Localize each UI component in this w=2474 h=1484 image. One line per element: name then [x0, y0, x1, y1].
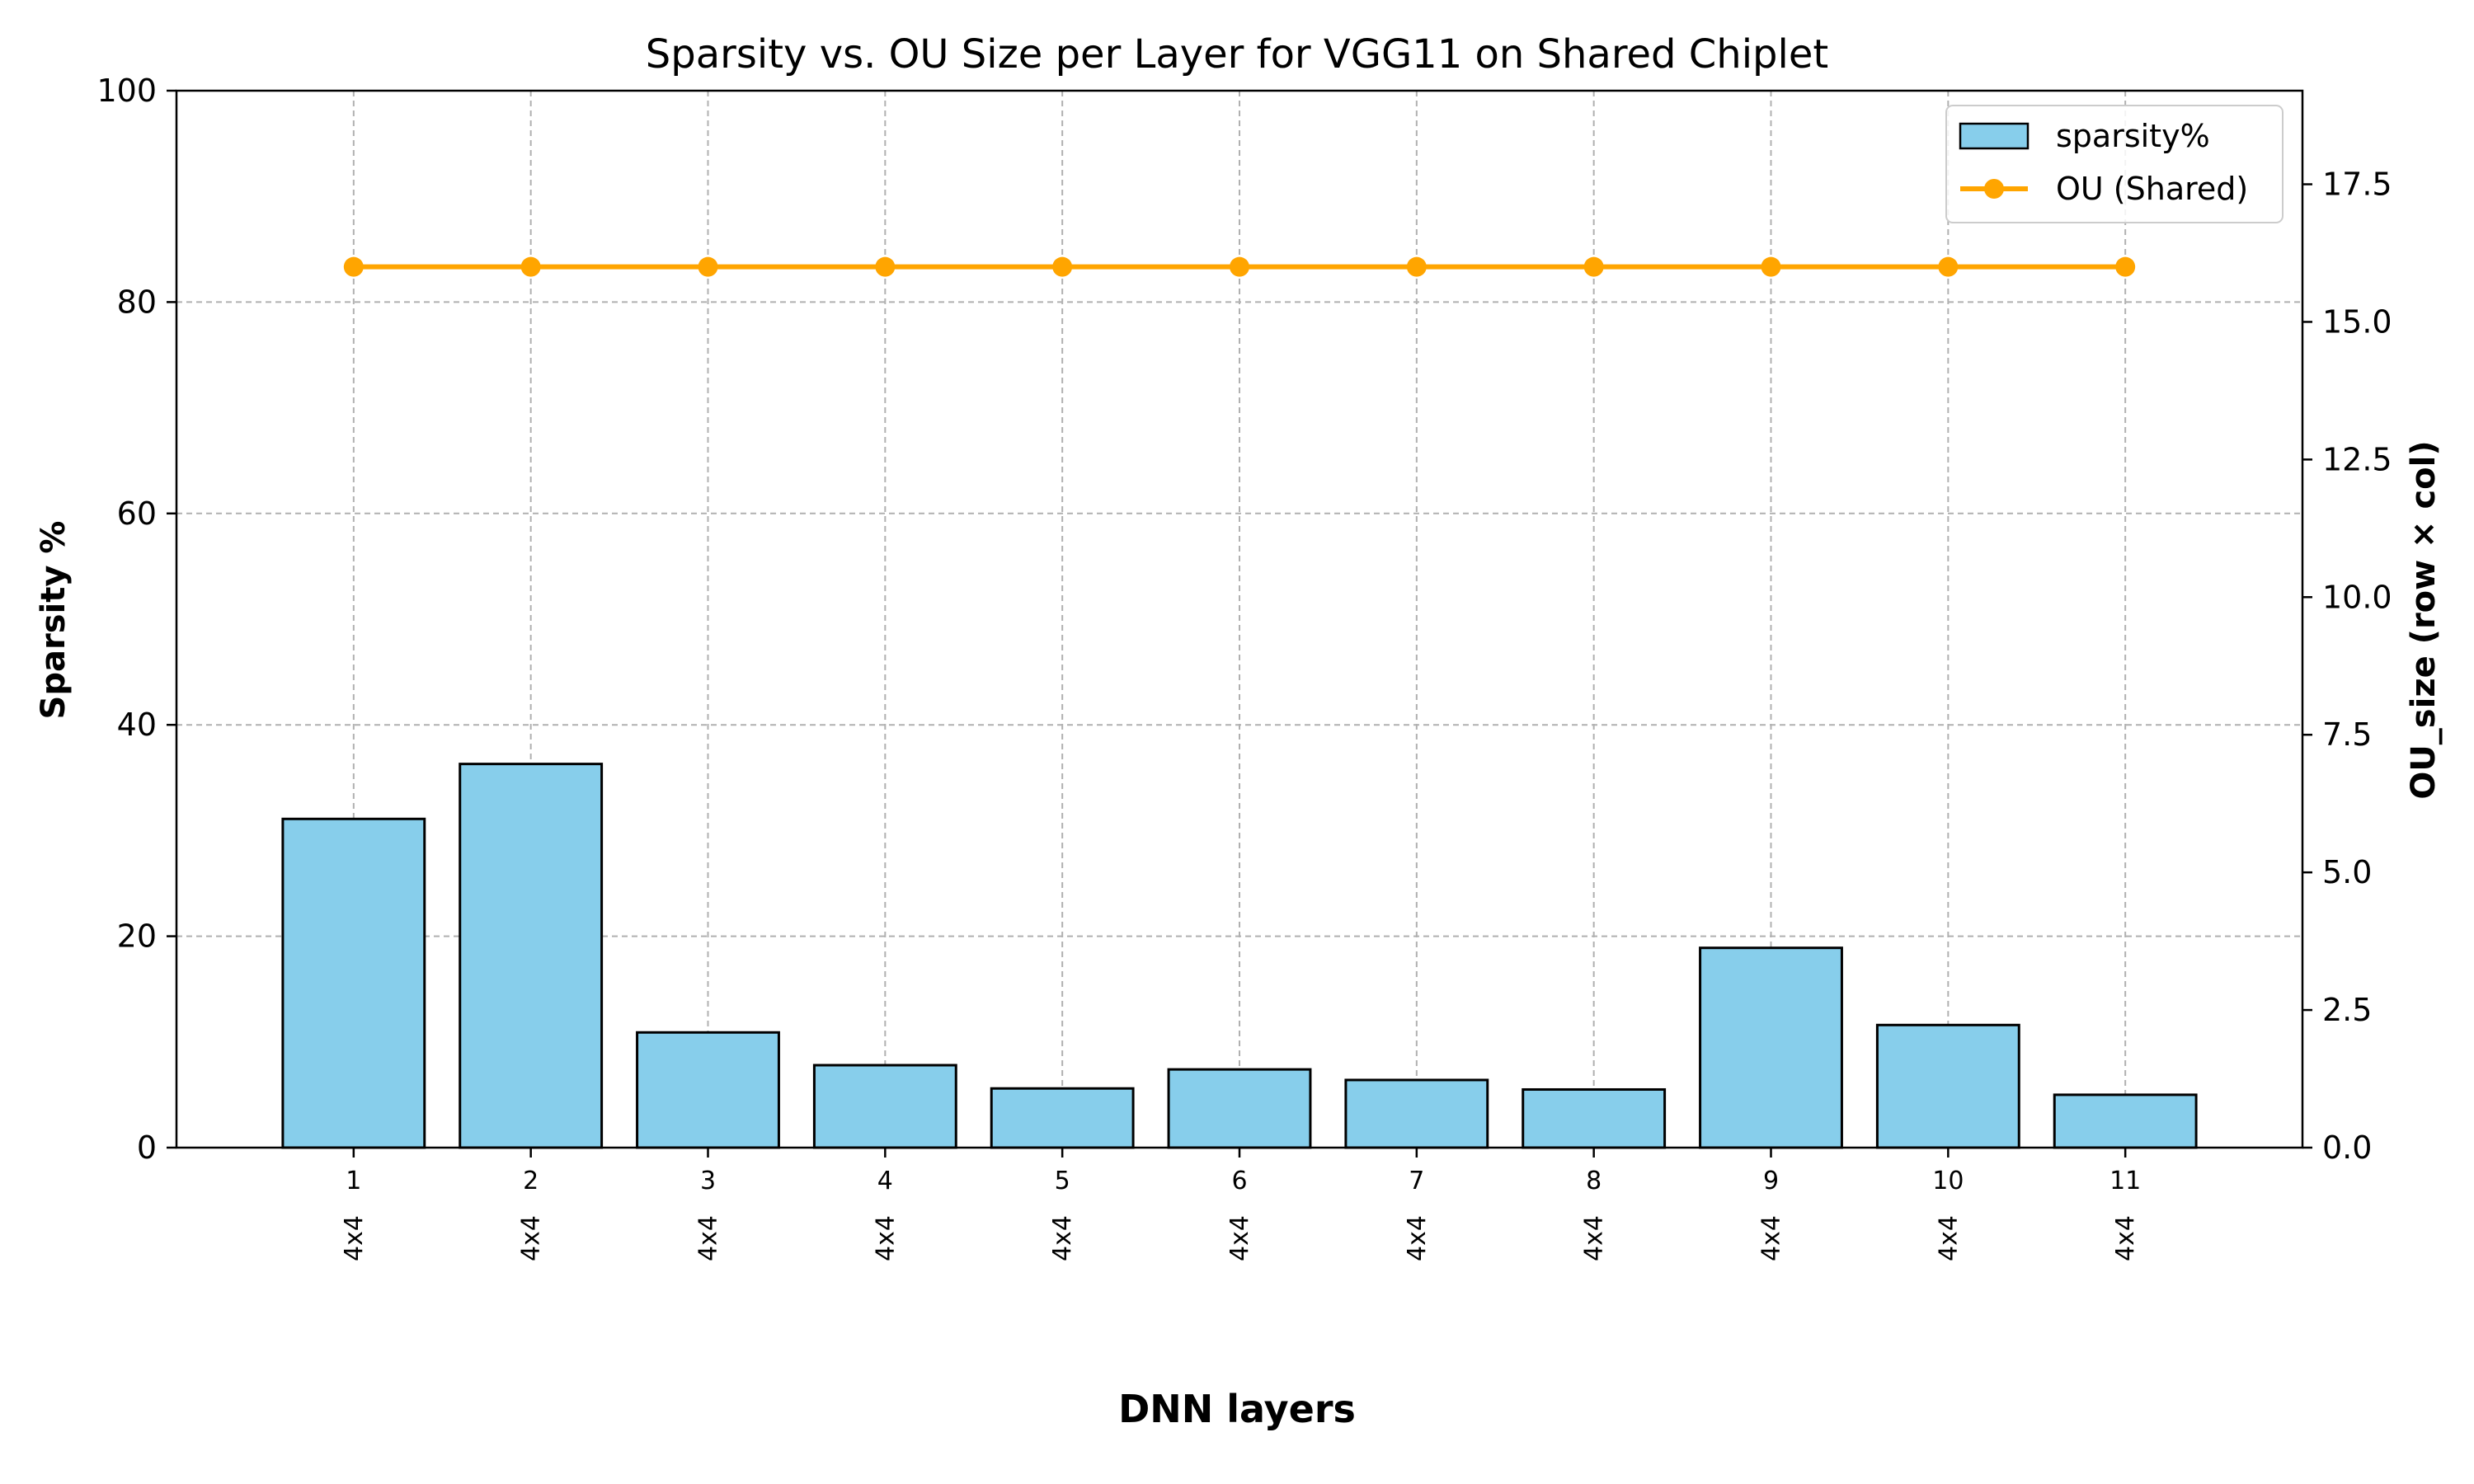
x-tick-label: 4: [877, 1167, 893, 1195]
x-tick-label: 5: [1055, 1167, 1070, 1195]
bar-layer-5: [990, 1087, 1135, 1149]
bar-layer-7: [1344, 1078, 1489, 1149]
ou-point-9: [1761, 256, 1781, 277]
x-tick-label: 1: [346, 1167, 361, 1195]
bar-layer-3: [636, 1031, 780, 1149]
y-axis-title: Sparsity %: [35, 521, 73, 720]
ou-size-label: 4x4: [1757, 1215, 1786, 1261]
chart-title: Sparsity vs. OU Size per Layer for VGG11…: [646, 31, 1828, 77]
y2-tick-label: 10.0: [2322, 579, 2392, 615]
ou-size-label: 4x4: [1225, 1215, 1254, 1261]
ou-size-label: 4x4: [517, 1215, 546, 1261]
bar-layer-8: [1522, 1087, 1667, 1149]
y2-tick-label: 12.5: [2322, 441, 2392, 477]
x-tick-label: 2: [523, 1167, 539, 1195]
y2-tick-label: 0.0: [2322, 1129, 2372, 1166]
legend: sparsity% OU (Shared): [1945, 105, 2284, 223]
x-tick-label: 6: [1231, 1167, 1247, 1195]
ou-size-label: 4x4: [871, 1215, 900, 1261]
ou-point-3: [698, 256, 718, 277]
x-tick-label: 7: [1409, 1167, 1424, 1195]
tick-labels: 0 20 40 60 80 100 0.0 2.5 5.0 7.5 10.0 12.5 15.0 17.5…: [96, 73, 2392, 1261]
y2-tick-label: 2.5: [2322, 992, 2372, 1028]
ou-point-8: [1583, 256, 1604, 277]
y-tick-label: 20: [117, 918, 157, 955]
bar-layer-1: [281, 817, 426, 1149]
ou-line-series: [343, 256, 2136, 277]
ou-point-6: [1230, 256, 1249, 277]
y-tick-label: 80: [117, 284, 157, 320]
bar-layer-10: [1875, 1023, 2020, 1149]
ou-size-label: 4x4: [1403, 1215, 1432, 1261]
legend-frame: [1945, 105, 2284, 223]
x-tick-label: 10: [1932, 1167, 1964, 1195]
y-tick-label: 0: [137, 1129, 157, 1166]
x-tick-label: 11: [2109, 1167, 2141, 1195]
bar-layer-4: [812, 1064, 957, 1149]
ou-point-5: [1052, 256, 1073, 277]
x-tick-label: 8: [1586, 1167, 1602, 1195]
y2-axis-title: OU_size (row × col): [2405, 440, 2443, 799]
y2-tick-label: 5.0: [2322, 854, 2372, 890]
x-tick-label: 9: [1763, 1167, 1779, 1195]
legend-bar-swatch: [1959, 122, 2030, 150]
ou-size-label: 4x4: [1048, 1215, 1077, 1261]
ou-size-label: 4x4: [1580, 1215, 1609, 1261]
ou-point-1: [343, 256, 364, 277]
legend-line-marker: [1984, 179, 2004, 199]
y-tick-label: 100: [96, 73, 157, 109]
ou-point-7: [1406, 256, 1427, 277]
ou-point-11: [2115, 256, 2136, 277]
ou-size-label: 4x4: [694, 1215, 723, 1261]
bar-layer-6: [1167, 1068, 1312, 1149]
legend-label-ou: OU (Shared): [2056, 171, 2248, 207]
x-tick-label: 3: [700, 1167, 716, 1195]
ou-size-label: 4x4: [2111, 1215, 2140, 1261]
y-tick-label: 40: [117, 707, 157, 743]
ou-point-10: [1938, 256, 1959, 277]
bar-layer-9: [1699, 946, 1843, 1149]
y2-tick-label: 15.0: [2322, 303, 2392, 340]
legend-label-sparsity: sparsity%: [2056, 118, 2210, 154]
bar-layer-2: [459, 763, 604, 1149]
axes: [167, 89, 2312, 1158]
x-axis-title: DNN layers: [1118, 1387, 1356, 1431]
bar-layer-11: [2053, 1093, 2198, 1149]
y-tick-label: 60: [117, 495, 157, 532]
y2-tick-label: 17.5: [2322, 167, 2392, 203]
ou-point-4: [875, 256, 896, 277]
y2-tick-label: 7.5: [2322, 716, 2372, 753]
ou-point-2: [520, 256, 541, 277]
ou-size-label: 4x4: [340, 1215, 369, 1261]
ou-size-label: 4x4: [1934, 1215, 1963, 1261]
